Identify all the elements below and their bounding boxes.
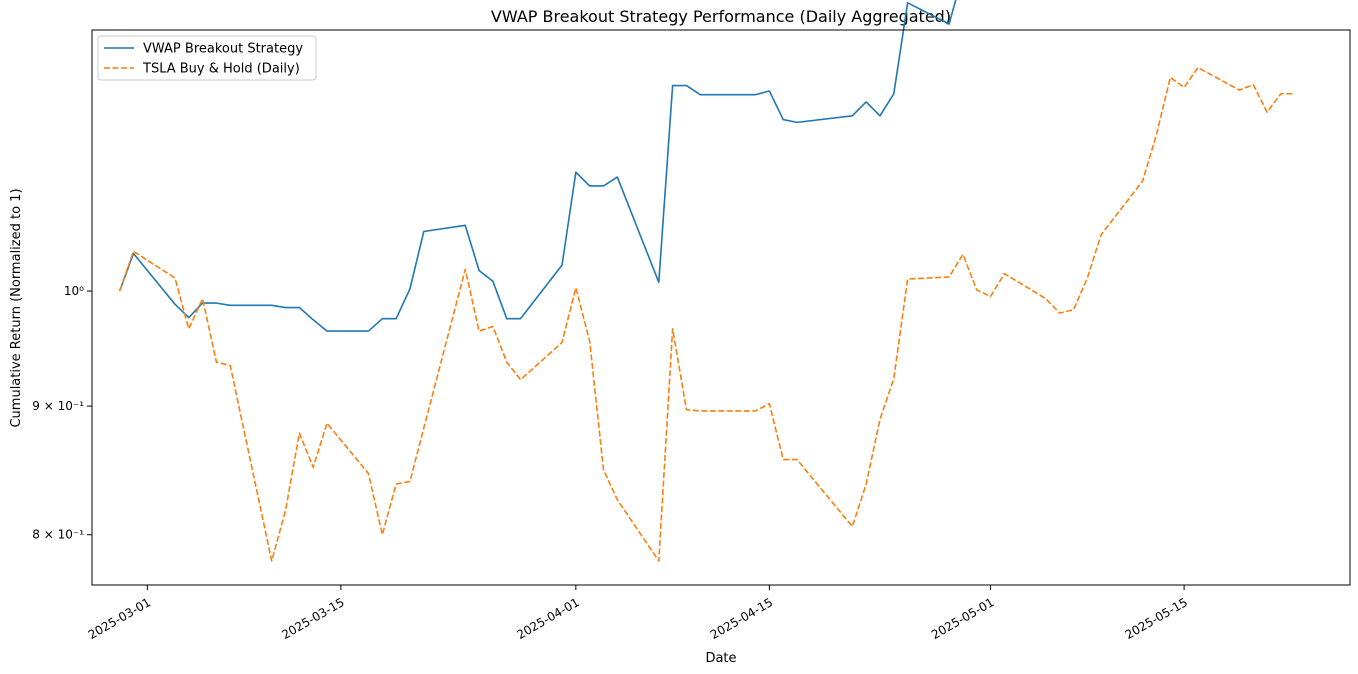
x-axis-label: Date: [705, 651, 736, 666]
y-tick-label: 9 × 10⁻¹: [32, 399, 84, 413]
plot-frame: [91, 29, 1351, 586]
legend-label-1: VWAP Breakout Strategy: [143, 42, 303, 57]
y-axis-label: Cumulative Return (Normalized to 1): [9, 188, 24, 427]
legend: VWAP Breakout Strategy TSLA Buy & Hold (D…: [97, 35, 317, 81]
y-tick-label: 10⁰: [64, 284, 84, 298]
legend-label-2: TSLA Buy & Hold (Daily): [142, 62, 300, 77]
chart-title: VWAP Breakout Strategy Performance (Dail…: [491, 7, 951, 26]
y-tick-label: 8 × 10⁻¹: [32, 528, 84, 542]
series-line-2: [118, 66, 1295, 562]
series-line-1: [118, 0, 957, 332]
legend-box: [97, 35, 317, 81]
